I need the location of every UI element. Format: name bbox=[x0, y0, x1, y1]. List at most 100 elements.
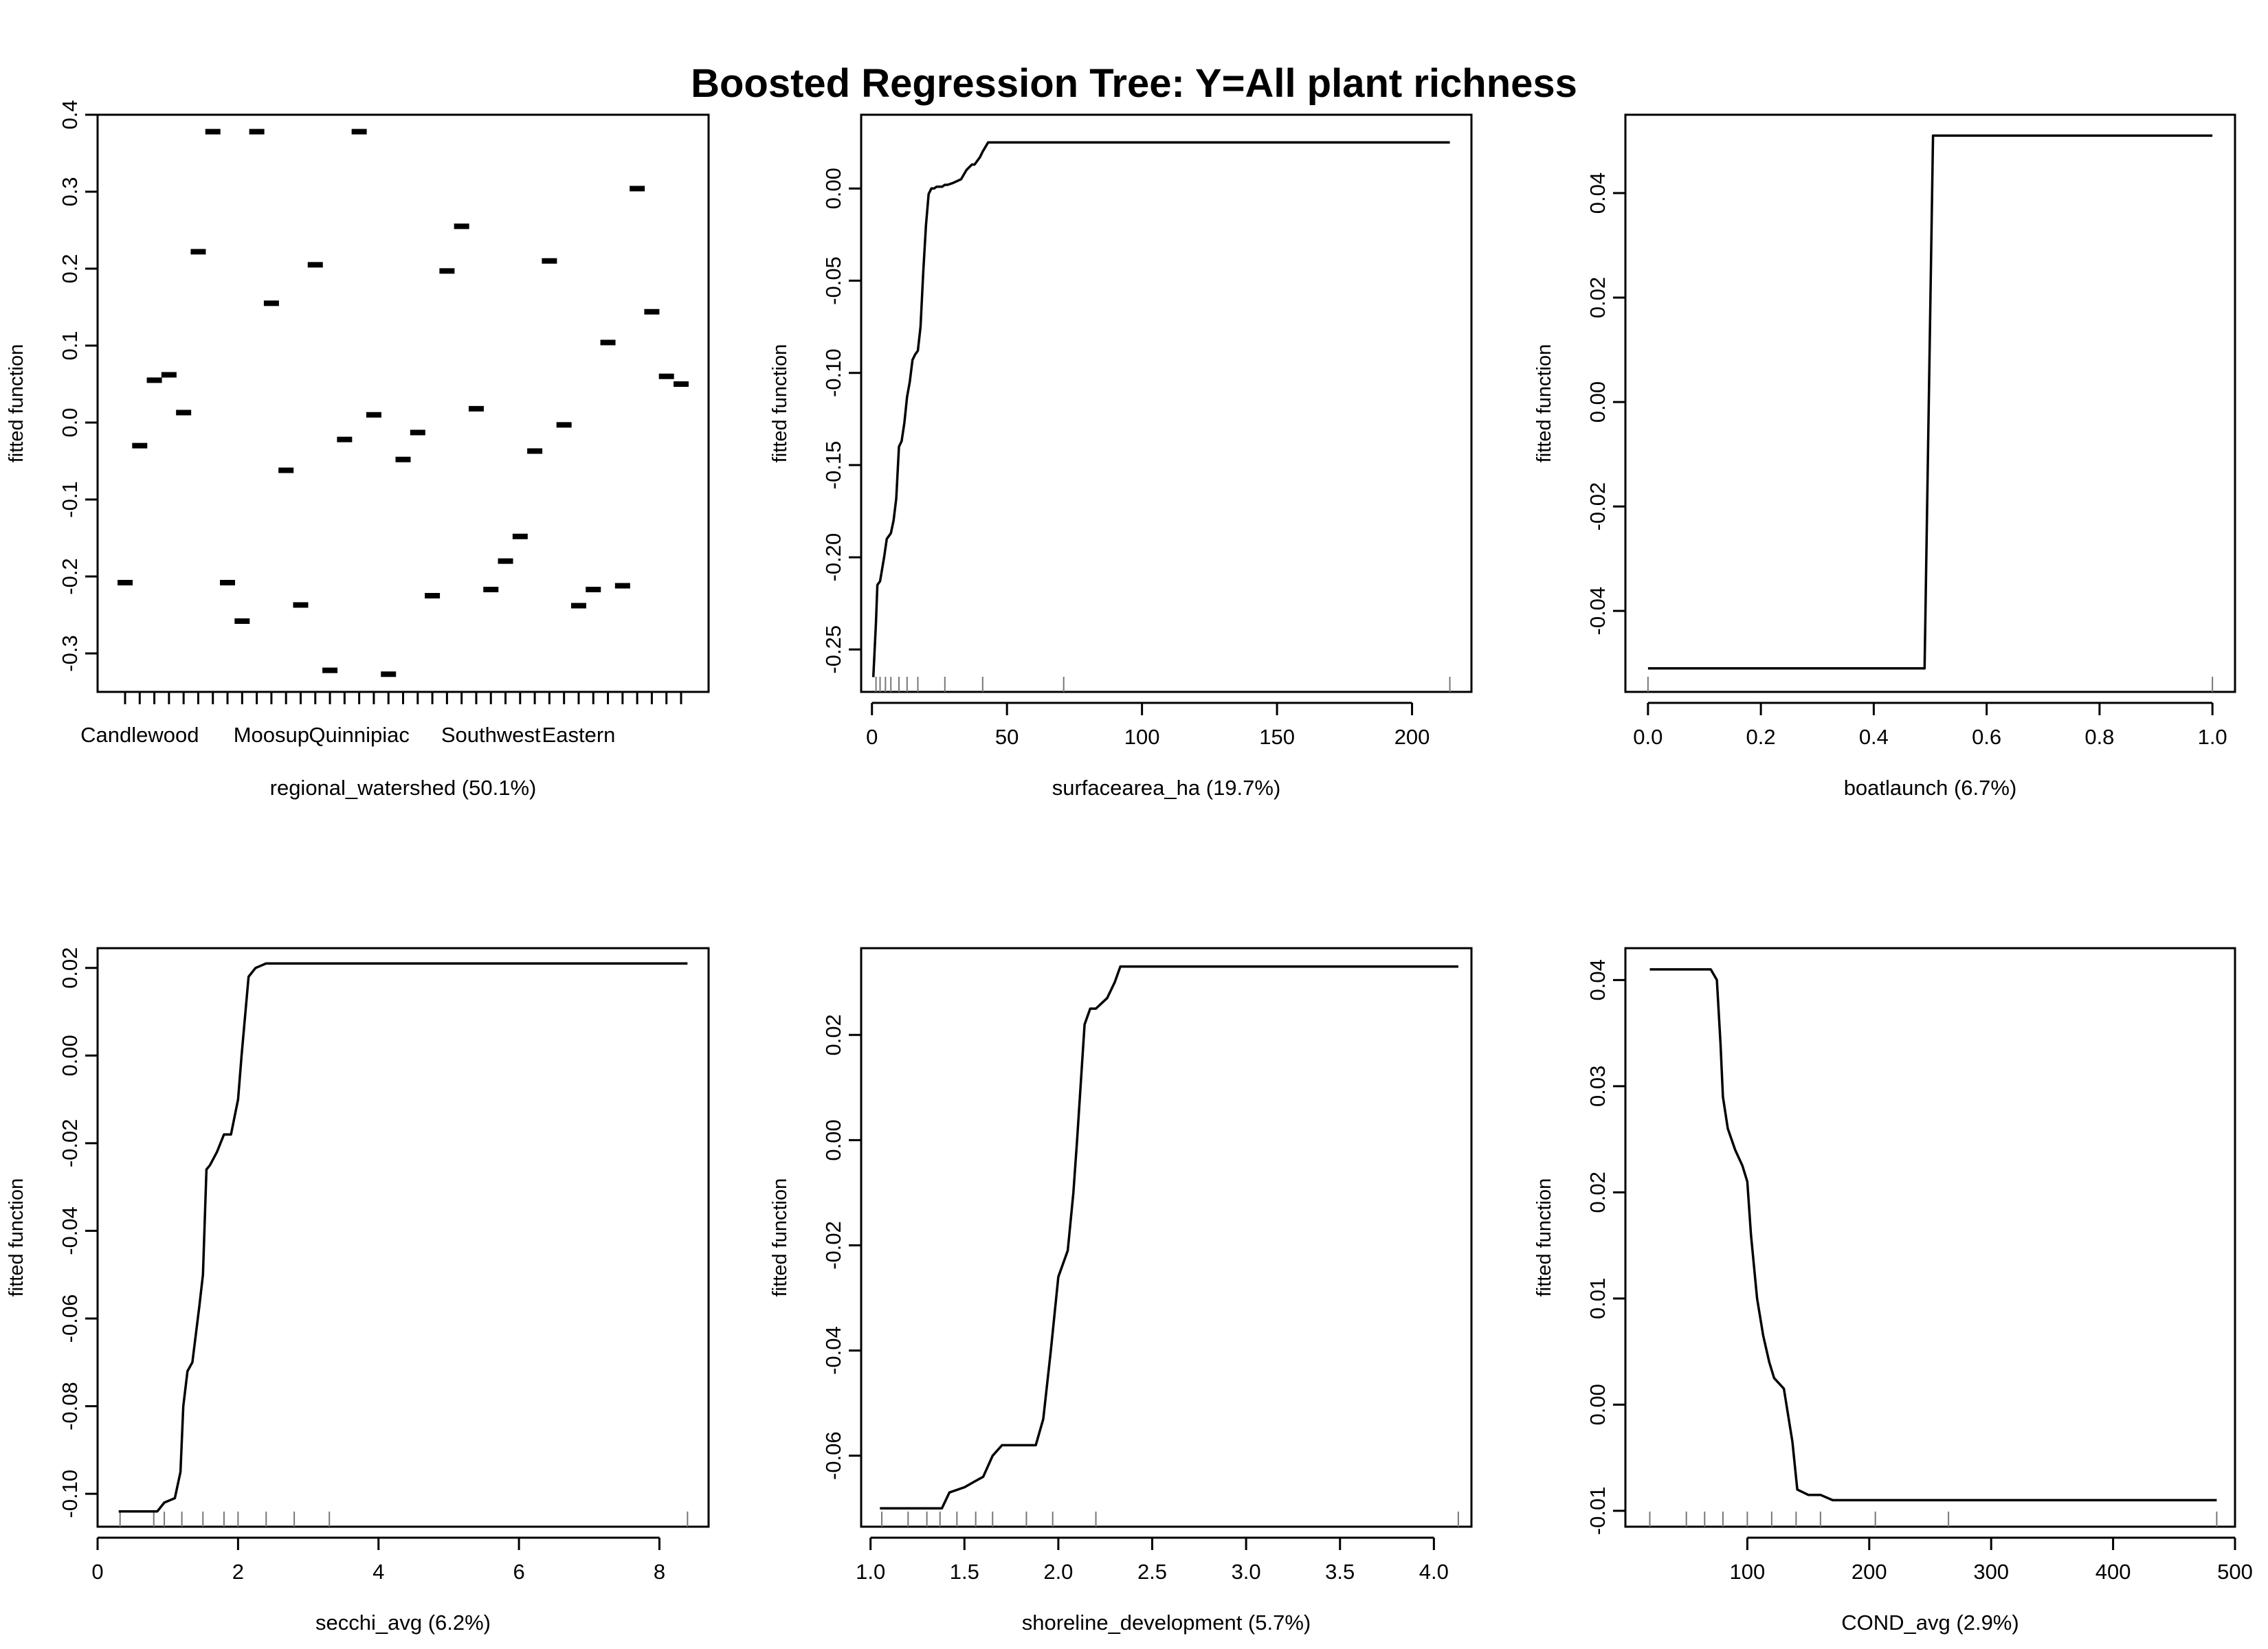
y-tick-label: -0.04 bbox=[821, 1326, 845, 1375]
y-tick-label: -0.1 bbox=[58, 481, 82, 517]
y-tick-label: -0.25 bbox=[821, 625, 845, 674]
x-tick-label: 300 bbox=[1973, 1560, 2009, 1584]
y-axis-label: fitted function bbox=[5, 1178, 27, 1297]
fitted-function-line bbox=[118, 962, 688, 1513]
x-tick-label: 50 bbox=[995, 725, 1019, 749]
y-tick-label: 0.2 bbox=[58, 254, 82, 283]
y-tick-label: 0.0 bbox=[58, 407, 82, 437]
y-tick-label: -0.20 bbox=[821, 533, 845, 582]
plot-frame bbox=[860, 947, 1473, 1528]
y-axis-label: fitted function bbox=[1533, 344, 1555, 463]
x-tick-label: 100 bbox=[1730, 1560, 1766, 1584]
panel-cond: -0.01 0.00 0.01 0.02 0.03 0.04 fitted function… bbox=[1533, 947, 2253, 1635]
x-tick-label: 4 bbox=[373, 1560, 384, 1584]
y-tick-label: -0.06 bbox=[821, 1431, 845, 1480]
y-tick-label: -0.10 bbox=[58, 1470, 82, 1518]
x-tick-label: 0.6 bbox=[1972, 725, 2001, 749]
x-tick-label: 8 bbox=[654, 1560, 665, 1584]
x-axis-label: secchi_avg (6.2%) bbox=[315, 1611, 491, 1635]
y-tick-label: 0.04 bbox=[1586, 959, 1610, 1000]
fitted-function-line bbox=[880, 965, 1458, 1510]
y-tick-label: 0.00 bbox=[58, 1035, 82, 1076]
y-tick-label: 0.02 bbox=[58, 947, 82, 989]
plot-frame bbox=[1624, 113, 2236, 693]
fitted-function-line bbox=[871, 141, 1450, 677]
y-tick-label: 0.02 bbox=[821, 1014, 845, 1055]
y-tick-label: -0.05 bbox=[821, 256, 845, 305]
y-tick-label: 0.1 bbox=[58, 330, 82, 360]
plot-frame bbox=[1624, 947, 2236, 1528]
x-tick-label: 3.0 bbox=[1232, 1560, 1261, 1584]
x-tick-label: 400 bbox=[2095, 1560, 2131, 1584]
fitted-function-line bbox=[1647, 134, 2213, 670]
y-axis-label: fitted function bbox=[769, 1178, 791, 1297]
y-tick-label: 0.04 bbox=[1586, 172, 1610, 214]
y-tick-label: 0.01 bbox=[1586, 1278, 1610, 1319]
x-category-label: Southwest bbox=[441, 723, 541, 747]
y-tick-label: 0.03 bbox=[1586, 1066, 1610, 1107]
x-category-label: Moosup bbox=[234, 723, 309, 747]
x-category-label: Quinnipiac bbox=[309, 723, 409, 747]
x-tick-label: 4.0 bbox=[1419, 1560, 1449, 1584]
y-tick-label: -0.06 bbox=[58, 1294, 82, 1343]
x-tick-label: 500 bbox=[2217, 1560, 2253, 1584]
x-tick-label: 0 bbox=[866, 725, 878, 749]
x-tick-label: 1.0 bbox=[856, 1560, 885, 1584]
x-tick-label: 0.0 bbox=[1633, 725, 1663, 749]
y-axis-label: fitted function bbox=[5, 344, 27, 463]
x-tick-label: 6 bbox=[513, 1560, 524, 1584]
x-tick-label: 200 bbox=[1394, 725, 1430, 749]
plot-frame bbox=[860, 113, 1473, 693]
x-tick-label: 200 bbox=[1852, 1560, 1887, 1584]
y-axis-label: fitted function bbox=[1533, 1178, 1555, 1297]
x-tick-label: 2 bbox=[232, 1560, 244, 1584]
panel-boatlaunch: -0.04 -0.02 0.00 0.02 0.04 fitted function 0.0… bbox=[1533, 113, 2236, 800]
x-category-label: Candlewood bbox=[80, 723, 199, 747]
x-axis-label: regional_watershed (50.1%) bbox=[270, 776, 537, 800]
x-tick-label: 2.0 bbox=[1043, 1560, 1073, 1584]
plot-frame bbox=[96, 947, 710, 1528]
y-tick-label: -0.04 bbox=[58, 1207, 82, 1255]
panel-secchi: -0.10 -0.08 -0.06 -0.04 -0.02 0.00 0.02 fitted … bbox=[5, 947, 710, 1635]
x-tick-label: 100 bbox=[1124, 725, 1160, 749]
x-axis-label: surfacearea_ha (19.7%) bbox=[1052, 776, 1281, 800]
x-axis-label: shoreline_development (5.7%) bbox=[1022, 1611, 1311, 1635]
x-tick-label: 0 bbox=[91, 1560, 103, 1584]
panel-regional-watershed: -0.3 -0.2 -0.1 0.0 0.1 0.2 0.3 0.4 fitted functi… bbox=[5, 100, 710, 800]
panel-shoreline-development: -0.06 -0.04 -0.02 0.00 0.02 fitted function 1.… bbox=[769, 947, 1473, 1635]
y-tick-label: -0.15 bbox=[821, 441, 845, 490]
plot-frame bbox=[96, 113, 710, 693]
y-axis-label: fitted function bbox=[769, 344, 791, 463]
y-tick-label: -0.10 bbox=[821, 348, 845, 397]
x-tick-label: 0.4 bbox=[1859, 725, 1889, 749]
x-tick-label: 2.5 bbox=[1137, 1560, 1167, 1584]
y-tick-label: -0.3 bbox=[58, 635, 82, 671]
y-tick-label: 0.3 bbox=[58, 177, 82, 206]
y-tick-label: 0.4 bbox=[58, 100, 82, 129]
y-tick-label: 0.00 bbox=[821, 168, 845, 209]
x-axis-label: boatlaunch (6.7%) bbox=[1844, 776, 2017, 800]
x-tick-label: 3.5 bbox=[1325, 1560, 1355, 1584]
x-tick-label: 1.5 bbox=[950, 1560, 979, 1584]
x-axis-label: COND_avg (2.9%) bbox=[1841, 1611, 2019, 1635]
y-tick-label: -0.01 bbox=[1586, 1486, 1610, 1535]
panel-surfacearea: -0.25 -0.20 -0.15 -0.10 -0.05 0.00 fitted func… bbox=[769, 113, 1473, 800]
y-tick-label: -0.08 bbox=[58, 1382, 82, 1431]
figure-title: Boosted Regression Tree: Y=All plant ric… bbox=[691, 61, 1577, 106]
y-tick-label: 0.02 bbox=[1586, 277, 1610, 318]
y-tick-label: -0.02 bbox=[1586, 482, 1610, 531]
y-tick-label: -0.02 bbox=[58, 1119, 82, 1168]
y-tick-label: 0.00 bbox=[1586, 381, 1610, 423]
x-tick-label: 0.2 bbox=[1746, 725, 1776, 749]
x-tick-label: 1.0 bbox=[2198, 725, 2227, 749]
y-tick-label: -0.04 bbox=[1586, 587, 1610, 636]
y-tick-label: 0.02 bbox=[1586, 1171, 1610, 1213]
x-tick-label: 150 bbox=[1259, 725, 1295, 749]
y-tick-label: 0.00 bbox=[1586, 1384, 1610, 1425]
x-category-label: Eastern bbox=[542, 723, 616, 747]
y-tick-label: -0.2 bbox=[58, 558, 82, 594]
y-tick-label: -0.02 bbox=[821, 1221, 845, 1270]
y-tick-label: 0.00 bbox=[821, 1119, 845, 1160]
x-tick-label: 0.8 bbox=[2084, 725, 2114, 749]
